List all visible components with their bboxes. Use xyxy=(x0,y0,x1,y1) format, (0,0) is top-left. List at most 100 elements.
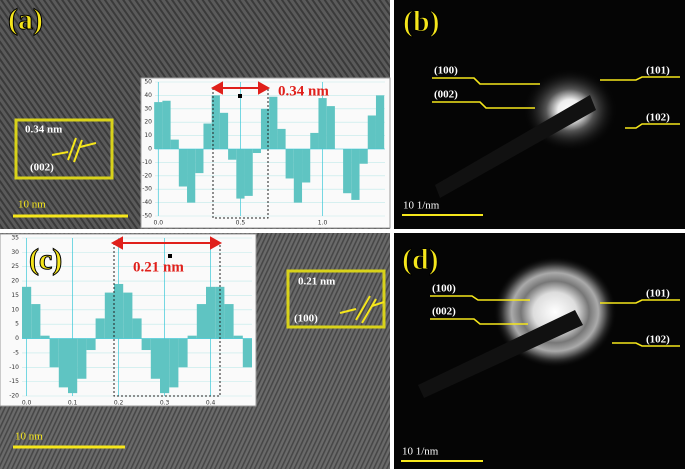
period-box xyxy=(212,87,269,219)
y-tick-label: 30 xyxy=(11,249,19,256)
scale-bar-label: 10 nm xyxy=(18,199,46,211)
inset-spacing: 0.21 nm xyxy=(298,276,335,288)
profile-bar xyxy=(187,335,197,339)
profile-bar xyxy=(49,338,59,368)
profile-bar xyxy=(277,128,286,149)
profile-bar xyxy=(211,95,220,149)
profile-bar xyxy=(22,286,32,339)
cursor xyxy=(238,94,242,98)
y-tick-label: 5 xyxy=(15,321,19,328)
profile-bar xyxy=(195,149,204,174)
profile-bar xyxy=(228,149,237,160)
scale-bar-label: 10 1/nm xyxy=(403,200,440,212)
inset-frame xyxy=(14,118,114,180)
x-tick-label: 0.5 xyxy=(236,220,246,227)
beam-stop xyxy=(435,95,596,198)
y-tick-label: 0 xyxy=(15,335,19,342)
profile-bar xyxy=(178,149,188,187)
ring-pointer xyxy=(430,318,528,325)
ring-label: (101) xyxy=(646,65,670,77)
profile-bar xyxy=(150,338,160,379)
spacing-arrow xyxy=(110,81,271,250)
profile-bar xyxy=(77,338,87,379)
ring-pointer xyxy=(612,342,680,347)
profile-bar xyxy=(123,292,133,339)
beam-stop xyxy=(418,310,583,398)
x-tick-label: 1.0 xyxy=(318,220,328,227)
y-tick-label: -20 xyxy=(9,393,19,400)
ring-pointer xyxy=(432,101,535,109)
profile-bar xyxy=(244,149,253,196)
ring-pointer xyxy=(625,123,680,129)
y-tick-label: 10 xyxy=(144,132,152,139)
ring-pointer xyxy=(430,295,530,301)
inset-plane: (002) xyxy=(30,162,54,174)
spacing-annotation: 0.34 nm xyxy=(278,83,329,99)
profile-bar xyxy=(114,283,124,339)
y-tick-label: 40 xyxy=(144,92,152,99)
y-tick-label: -15 xyxy=(9,378,19,385)
profile-bar xyxy=(318,98,327,149)
y-tick-label: -30 xyxy=(142,186,152,193)
scale-bar-label: 10 1/nm xyxy=(402,446,439,458)
profile-bar xyxy=(233,335,243,339)
y-tick-label: 0 xyxy=(148,146,152,153)
panel-label: (a) xyxy=(8,3,43,36)
profile-bar xyxy=(169,338,179,388)
y-tick-label: 25 xyxy=(11,263,19,270)
y-tick-label: 10 xyxy=(11,306,19,313)
profile-bar xyxy=(196,304,206,339)
ring-label: (100) xyxy=(432,283,456,295)
profile-bar xyxy=(162,100,171,149)
profile-bar xyxy=(375,95,385,149)
y-tick-label: -5 xyxy=(13,349,19,356)
fringe-marker xyxy=(51,137,97,163)
profile-bar xyxy=(242,338,252,368)
y-tick-label: -50 xyxy=(142,213,152,220)
y-tick-label: 30 xyxy=(144,105,152,112)
profile-bar xyxy=(203,123,212,149)
ring-pointer xyxy=(432,77,540,85)
profile-bar xyxy=(141,338,151,351)
profile-bar xyxy=(206,286,216,339)
cursor xyxy=(168,254,172,258)
panel-label: (b) xyxy=(403,5,440,38)
x-tick-label: 0.2 xyxy=(114,400,124,407)
ring-label: (102) xyxy=(646,112,670,124)
ring-pointer xyxy=(600,76,680,81)
profile-bar xyxy=(104,292,114,339)
ring-pointer xyxy=(600,299,680,304)
panel-label: (d) xyxy=(402,243,439,276)
profile-bar xyxy=(31,304,41,339)
scale-bar-label: 10 nm xyxy=(15,431,43,443)
profile-bar xyxy=(269,96,278,149)
profile-bar xyxy=(293,149,303,203)
panel-label: (c) xyxy=(29,243,62,276)
profile-bar xyxy=(367,115,376,149)
ring-label: (002) xyxy=(434,89,458,101)
y-tick-label: -10 xyxy=(9,364,19,371)
profile-bar xyxy=(40,335,50,339)
profile-bar xyxy=(132,318,142,339)
ring-label: (002) xyxy=(432,306,456,318)
y-tick-label: -10 xyxy=(142,159,152,166)
x-tick-label: 0.4 xyxy=(206,400,216,407)
ring-label: (102) xyxy=(646,334,670,346)
inset-frame xyxy=(286,269,386,329)
spacing-annotation: 0.21 nm xyxy=(133,259,184,275)
y-tick-label: -40 xyxy=(142,199,152,206)
y-tick-label: 35 xyxy=(11,235,19,242)
y-tick-label: -20 xyxy=(142,172,152,179)
profile-bar xyxy=(178,338,188,368)
x-tick-label: 0.3 xyxy=(160,400,170,407)
profile-bar xyxy=(343,149,352,194)
profile-bar xyxy=(310,132,319,149)
profile-bar xyxy=(285,149,294,179)
x-tick-label: 0.0 xyxy=(22,400,32,407)
profile-bar xyxy=(86,338,96,351)
profile-bar xyxy=(68,338,78,394)
profile-bar xyxy=(160,338,170,394)
profile-bar xyxy=(260,108,270,149)
ring-label: (101) xyxy=(646,288,670,300)
profile-bar xyxy=(236,149,245,199)
